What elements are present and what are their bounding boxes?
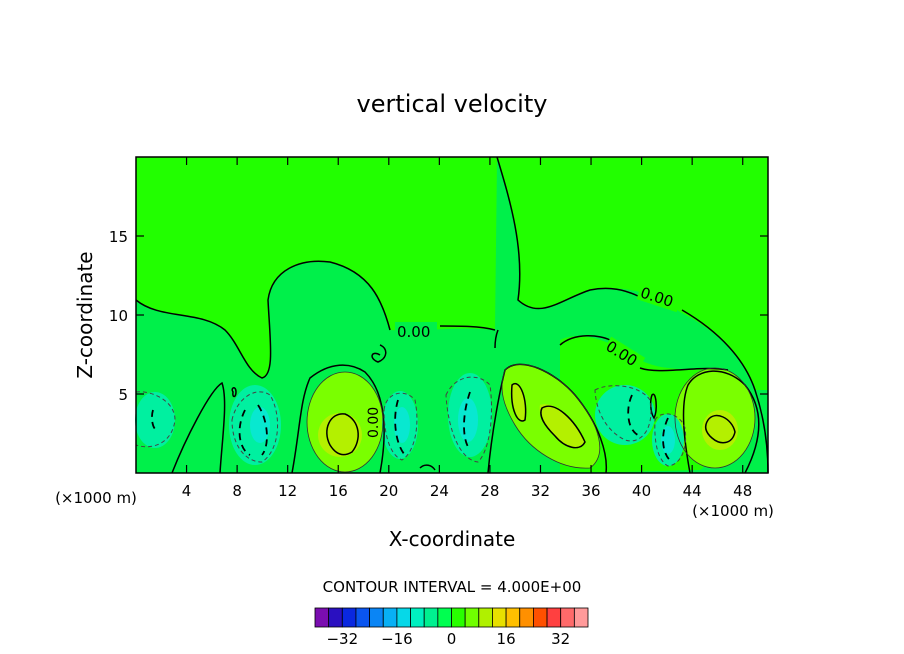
- contour-label: 0.00: [366, 407, 382, 438]
- colorbar-swatch: [396, 607, 411, 628]
- contour-lines-solid: [135, 156, 769, 474]
- contour-label: 0.00: [397, 323, 430, 341]
- x-tick-label: 32: [531, 482, 550, 500]
- y-axis: 5 10 15: [109, 228, 768, 404]
- colorbar-tick-label: −32: [326, 630, 358, 648]
- downdraft-zone-1: [135, 392, 175, 448]
- colorbar-swatch: [314, 607, 330, 628]
- downdraft-core-2: [250, 407, 270, 443]
- y-tick-label: 10: [109, 307, 128, 325]
- colorbar-swatch: [369, 607, 384, 628]
- downdraft-core-4: [458, 398, 478, 442]
- x-tick-label: 36: [581, 482, 600, 500]
- colorbar-swatch: [546, 607, 562, 628]
- x-axis: 4 8 12 16 20 24 28 32 36 40 44 48: [182, 157, 752, 500]
- updraft-core-2: [510, 383, 585, 448]
- colorbar-swatch: [355, 607, 371, 628]
- contour-lines-positive: [306, 364, 756, 473]
- x-tick-label: 16: [329, 482, 348, 500]
- downdraft-zone-5: [595, 385, 655, 445]
- colorbar-swatch: [464, 607, 480, 628]
- updraft-core-1: [318, 413, 362, 457]
- region-upper-right: [497, 157, 768, 390]
- contour-lines-dashed-thin: [135, 376, 687, 467]
- colorbar-swatch: [519, 607, 534, 628]
- y-tick-label: 15: [109, 228, 128, 246]
- x-unit-left: (×1000 m): [55, 489, 137, 507]
- colorbar-swatch: [410, 607, 425, 628]
- x-tick-label: 28: [480, 482, 499, 500]
- contour-lines-dashed: [151, 391, 673, 463]
- x-tick-label: 48: [733, 482, 752, 500]
- downdraft-core-3: [394, 407, 410, 443]
- colorbar-swatch: [341, 607, 357, 628]
- colorbar-tick-label: 32: [551, 630, 570, 648]
- x-tick-label: 40: [632, 482, 651, 500]
- colorbar-swatch: [328, 607, 343, 628]
- y-axis-label: Z-coordinate: [73, 251, 97, 378]
- x-tick-label: 44: [683, 482, 702, 500]
- y-tick-label: 5: [118, 386, 128, 404]
- colorbar-swatch: [437, 607, 452, 628]
- colorbar-swatch: [492, 607, 507, 628]
- colorbar: [314, 607, 589, 628]
- x-tick-label: 24: [430, 482, 449, 500]
- colorbar-swatch: [560, 607, 575, 628]
- colorbar-swatch: [505, 607, 521, 628]
- contour-interval-text: CONTOUR INTERVAL = 4.000E+00: [323, 578, 582, 596]
- x-axis-label: X-coordinate: [389, 527, 516, 551]
- colorbar-tick-label: −16: [381, 630, 413, 648]
- colorbar-tick-label: 0: [447, 630, 457, 648]
- colorbar-swatch: [451, 607, 466, 628]
- colorbar-swatch: [423, 607, 439, 628]
- colorbar-swatch: [382, 607, 398, 628]
- colorbar-labels: −32 −16 0 16 32: [326, 630, 570, 648]
- x-tick-label: 12: [278, 482, 297, 500]
- chart-title: vertical velocity: [357, 90, 548, 118]
- x-tick-label: 4: [182, 482, 192, 500]
- colorbar-tick-label: 16: [497, 630, 516, 648]
- x-unit-right: (×1000 m): [692, 502, 774, 520]
- colorbar-swatch: [573, 607, 589, 628]
- colorbar-swatch: [533, 607, 548, 628]
- x-tick-label: 20: [379, 482, 398, 500]
- x-tick-label: 8: [232, 482, 242, 500]
- colorbar-swatch: [478, 607, 493, 628]
